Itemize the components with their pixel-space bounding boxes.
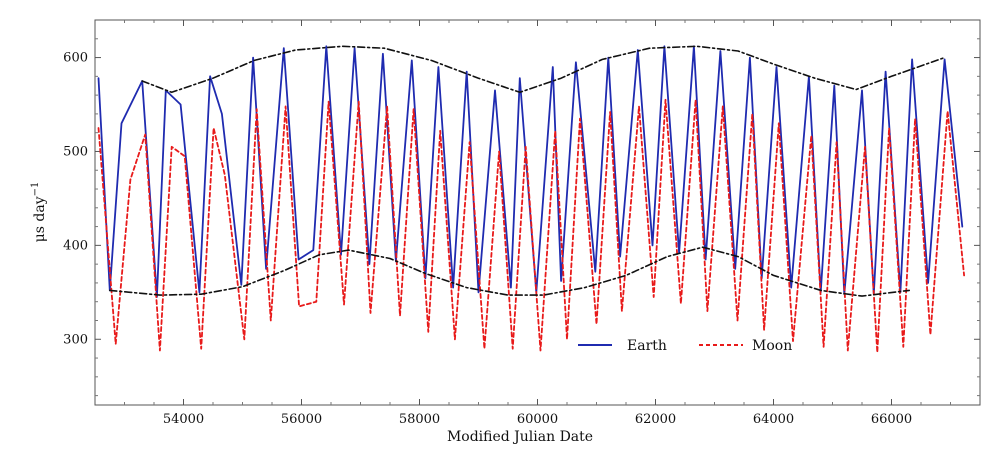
x-axis-title: Modified Julian Date — [447, 429, 593, 445]
x-tick-label: 62000 — [635, 412, 676, 427]
y-tick-label: 400 — [63, 238, 88, 253]
plot-frame — [94, 19, 981, 406]
y-tick-label: 500 — [63, 144, 88, 159]
legend-earth-label: Earth — [627, 338, 667, 354]
x-tick-label: 58000 — [399, 412, 440, 427]
x-tick-label: 56000 — [281, 412, 322, 427]
x-tick-label: 54000 — [163, 412, 204, 427]
tick-labels: 54000 56000 58000 60000 62000 64000 66000 300 40… — [63, 51, 912, 427]
y-tick-label: 600 — [63, 51, 88, 66]
tick-marks — [95, 20, 980, 405]
legend: Earth Moon — [578, 338, 792, 354]
x-tick-label: 66000 — [871, 412, 912, 427]
series-upper-envelope — [141, 45, 946, 94]
y-axis-title: μs day−1 — [30, 182, 48, 243]
y-axis-title-main: μs day — [32, 196, 48, 242]
series-layer — [97, 45, 965, 354]
y-tick-label: 300 — [63, 332, 88, 347]
x-tick-label: 64000 — [753, 412, 794, 427]
series-moon — [97, 98, 965, 354]
y-axis-title-exponent: −1 — [30, 182, 41, 197]
series-lower-envelope — [109, 246, 910, 297]
legend-moon-label: Moon — [752, 338, 792, 354]
x-tick-label: 60000 — [517, 412, 558, 427]
